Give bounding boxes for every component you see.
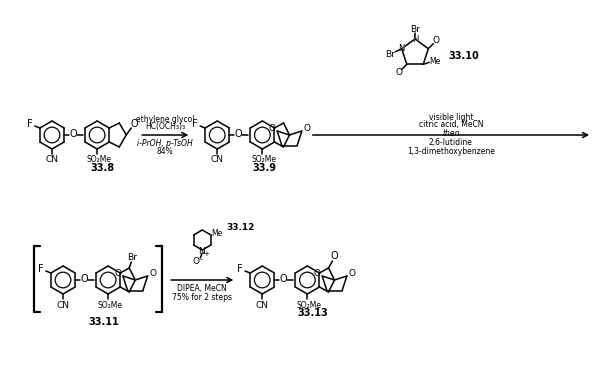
Text: O: O (331, 251, 338, 261)
Text: O: O (314, 270, 320, 278)
Text: 33.13: 33.13 (297, 308, 328, 318)
Text: +: + (203, 251, 209, 257)
Text: Me: Me (212, 229, 223, 237)
Text: O: O (433, 36, 440, 45)
Text: 33.9: 33.9 (253, 163, 277, 173)
Text: CN: CN (56, 301, 70, 309)
Text: SO₂Me: SO₂Me (297, 301, 322, 309)
Text: N: N (412, 34, 418, 44)
Text: Br: Br (385, 50, 395, 59)
Text: SO₂Me: SO₂Me (252, 155, 277, 165)
Text: SO₂Me: SO₂Me (86, 155, 112, 165)
Text: O: O (80, 274, 88, 284)
Text: O: O (70, 129, 77, 139)
Text: N: N (398, 44, 405, 53)
Text: then: then (442, 129, 460, 139)
Text: 33.11: 33.11 (89, 317, 119, 327)
Text: F: F (193, 119, 198, 129)
Text: Me: Me (430, 57, 441, 66)
Text: i-PrOH, p-TsOH: i-PrOH, p-TsOH (137, 139, 193, 147)
Text: O: O (130, 119, 138, 129)
Text: O: O (269, 124, 275, 134)
Text: SO₂Me: SO₂Me (98, 301, 122, 309)
Text: 1,3-dimethoxybenzene: 1,3-dimethoxybenzene (407, 147, 495, 157)
Text: 75% for 2 steps: 75% for 2 steps (172, 293, 232, 301)
Text: HC(OCH₃)₃: HC(OCH₃)₃ (145, 121, 185, 131)
Text: O: O (149, 270, 156, 278)
Text: O: O (115, 270, 121, 278)
Text: CN: CN (46, 155, 59, 165)
Text: N: N (398, 44, 405, 53)
Text: Br: Br (410, 25, 420, 33)
Text: O: O (304, 124, 310, 134)
Text: O: O (349, 270, 355, 278)
Text: 33.12: 33.12 (226, 223, 254, 231)
Text: 84%: 84% (157, 147, 173, 155)
Text: F: F (38, 264, 44, 274)
Text: CN: CN (256, 301, 269, 309)
Text: N: N (198, 247, 205, 255)
Text: 33.10: 33.10 (448, 51, 479, 61)
Text: Br: Br (127, 252, 137, 262)
Text: ethylene glycol: ethylene glycol (136, 115, 194, 123)
Text: 33.8: 33.8 (90, 163, 114, 173)
Text: visible light: visible light (428, 113, 473, 121)
Text: N: N (412, 34, 418, 44)
Text: 2,6-lutidine: 2,6-lutidine (429, 139, 473, 147)
Text: citric acid, MeCN: citric acid, MeCN (419, 121, 483, 129)
Text: O⁻: O⁻ (193, 257, 204, 267)
Text: O: O (280, 274, 287, 284)
Text: F: F (238, 264, 243, 274)
Text: O: O (235, 129, 242, 139)
Text: DIPEA, MeCN: DIPEA, MeCN (178, 283, 227, 293)
Text: F: F (27, 119, 32, 129)
Text: O: O (395, 68, 402, 77)
Text: CN: CN (211, 155, 224, 165)
